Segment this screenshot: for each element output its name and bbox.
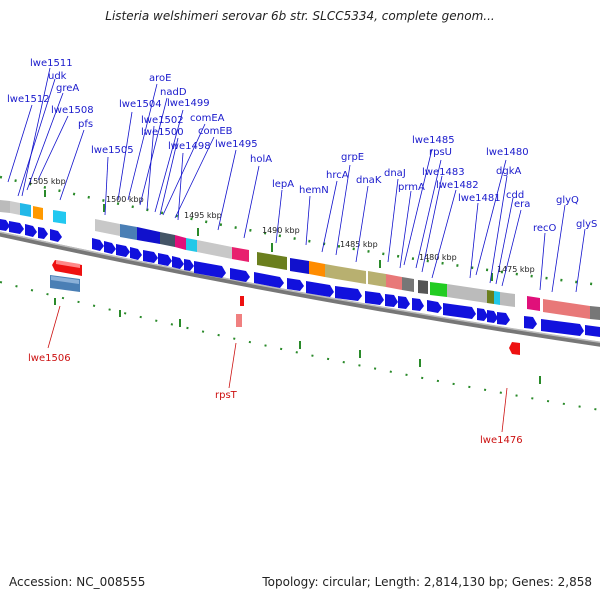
reverse-strand-genes [50, 260, 520, 355]
gene-label[interactable]: pfs [78, 119, 93, 130]
gene-label-reverse[interactable]: lwe1506 [28, 353, 71, 364]
gene-label[interactable]: hemN [299, 185, 329, 196]
gene-label[interactable]: recO [533, 223, 557, 234]
accession-text: Accession: NC_008555 [9, 575, 146, 589]
gene-label[interactable]: dnaJ [384, 168, 406, 179]
gene-label[interactable]: lwe1512 [7, 94, 50, 105]
gene-label[interactable]: era [514, 199, 530, 210]
kbp-label: 1495 kbp [184, 211, 222, 220]
gene-label[interactable]: dgkA [496, 166, 521, 177]
gene-label[interactable]: rpsU [429, 147, 452, 158]
gene-labels-reverse: lwe1506 rpsT lwe1476 [28, 353, 523, 446]
gene-label[interactable]: lwe1500 [141, 127, 184, 138]
label-leaders [7, 67, 586, 293]
kbp-label: 1475 kbp [497, 265, 535, 274]
gene-label[interactable]: lwe1481 [458, 193, 501, 204]
label-leaders-red [47, 305, 508, 433]
gene-label[interactable]: lwe1495 [215, 139, 258, 150]
gene-label[interactable]: glyS [576, 219, 597, 230]
gene-label-reverse[interactable]: rpsT [215, 390, 238, 401]
outer-scale [0, 175, 600, 287]
kbp-label: 1490 kbp [262, 226, 300, 235]
summary-text: Topology: circular; Length: 2,814,130 bp… [262, 575, 592, 589]
gene-label[interactable]: holA [250, 154, 272, 165]
gene-label[interactable]: prmA [398, 182, 425, 193]
gene-label[interactable]: lwe1502 [141, 115, 184, 126]
gene-labels: lwe1511udklwe1512greAlwe1508pfsaroEnadDl… [7, 58, 597, 234]
kbp-label: 1505 kbp [28, 177, 66, 186]
gene-label[interactable]: lwe1482 [436, 180, 479, 191]
kbp-label: 1500 kbp [106, 195, 144, 204]
gene-label[interactable]: greA [56, 83, 79, 94]
gene-label[interactable]: lwe1483 [422, 167, 465, 178]
gene-label[interactable]: aroE [149, 73, 171, 84]
gene-label[interactable]: comEB [198, 126, 233, 137]
gene-label[interactable]: udk [48, 71, 67, 82]
gene-label[interactable]: lwe1499 [167, 98, 210, 109]
gene-label[interactable]: nadD [160, 87, 187, 98]
gene-track-arrows [0, 219, 600, 337]
gene-label[interactable]: hrcA [326, 170, 349, 181]
outer-scale-ticks [44, 190, 493, 281]
gene-track-outer [0, 200, 600, 320]
gene-label[interactable]: lwe1508 [51, 105, 94, 116]
gene-label-reverse[interactable]: lwe1476 [480, 435, 523, 446]
gene-label[interactable]: lwe1498 [168, 141, 211, 152]
gene-label[interactable]: glyQ [556, 195, 579, 206]
gene-label[interactable]: grpE [341, 152, 364, 163]
inner-scale [0, 281, 600, 411]
gene-label[interactable]: lwe1485 [412, 135, 455, 146]
gene-label[interactable]: lwe1505 [91, 145, 134, 156]
inner-scale-ticks [54, 298, 541, 384]
gene-label[interactable]: dnaK [356, 175, 382, 186]
gene-label[interactable]: lwe1480 [486, 147, 529, 158]
gene-label[interactable]: lwe1504 [119, 99, 162, 110]
map-title: Listeria welshimeri serovar 6b str. SLCC… [105, 9, 495, 23]
genome-backbone [0, 231, 600, 347]
gene-label[interactable]: lepA [272, 179, 294, 190]
gene-label[interactable]: cdd [506, 190, 524, 201]
gene-label[interactable]: lwe1511 [30, 58, 73, 69]
gene-label[interactable]: comEA [190, 113, 225, 124]
